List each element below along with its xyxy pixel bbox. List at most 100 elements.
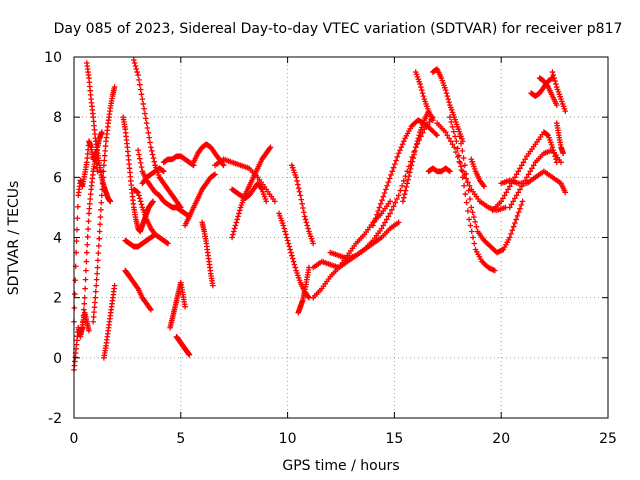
data-point bbox=[549, 69, 556, 75]
y-tick-labels: -2 0 2 4 6 8 10 bbox=[44, 50, 62, 427]
series-arc-37 bbox=[468, 156, 487, 190]
data-point bbox=[444, 132, 451, 139]
data-point bbox=[284, 237, 291, 244]
data-point bbox=[135, 189, 141, 196]
data-point bbox=[529, 165, 535, 172]
data-point bbox=[374, 211, 380, 218]
data-point bbox=[299, 201, 305, 207]
data-point bbox=[141, 105, 147, 112]
data-point bbox=[461, 182, 467, 189]
data-point bbox=[399, 182, 405, 189]
data-point bbox=[527, 168, 534, 175]
data-point bbox=[403, 184, 410, 190]
data-point bbox=[136, 77, 142, 83]
data-point bbox=[131, 57, 137, 63]
data-point bbox=[84, 241, 91, 248]
data-point bbox=[462, 191, 469, 197]
data-point bbox=[397, 187, 404, 194]
data-point bbox=[136, 195, 143, 202]
data-point bbox=[503, 189, 510, 196]
data-point bbox=[452, 133, 458, 140]
data-point bbox=[447, 114, 453, 120]
data-point bbox=[392, 199, 399, 206]
data-point bbox=[375, 208, 381, 214]
data-point bbox=[372, 215, 379, 222]
data-point bbox=[562, 108, 569, 114]
data-point bbox=[92, 288, 99, 295]
data-point bbox=[394, 154, 401, 160]
data-point bbox=[448, 119, 455, 125]
data-point bbox=[131, 60, 138, 66]
data-point bbox=[417, 81, 423, 87]
data-point bbox=[283, 231, 289, 238]
data-point bbox=[94, 264, 101, 271]
data-point bbox=[91, 304, 98, 311]
data-point bbox=[400, 138, 407, 145]
data-point bbox=[513, 216, 519, 223]
data-point bbox=[380, 222, 387, 229]
data-point bbox=[266, 145, 273, 152]
data-point bbox=[398, 144, 405, 151]
data-point bbox=[387, 198, 393, 205]
data-point bbox=[381, 190, 388, 196]
data-point bbox=[562, 189, 569, 196]
data-point bbox=[230, 231, 236, 238]
data-point bbox=[220, 162, 227, 169]
data-point bbox=[510, 223, 517, 230]
series-arc-3 bbox=[77, 129, 105, 337]
data-point bbox=[271, 198, 278, 205]
series-arc-33 bbox=[425, 165, 453, 175]
data-point bbox=[295, 181, 301, 188]
data-point bbox=[289, 252, 295, 259]
data-point bbox=[100, 174, 106, 181]
data-point bbox=[395, 192, 402, 199]
data-point bbox=[93, 282, 100, 289]
data-point bbox=[144, 125, 151, 131]
data-point bbox=[408, 162, 415, 169]
series-arc-44 bbox=[553, 120, 566, 157]
series-arc-19 bbox=[199, 219, 216, 289]
data-point bbox=[305, 225, 311, 232]
data-point bbox=[400, 194, 407, 201]
data-point bbox=[392, 161, 398, 167]
data-point bbox=[514, 213, 521, 219]
data-point bbox=[79, 324, 86, 331]
data-point bbox=[147, 305, 153, 312]
data-point bbox=[446, 135, 452, 142]
data-point bbox=[136, 81, 143, 88]
data-point bbox=[305, 293, 311, 300]
data-point bbox=[297, 192, 304, 199]
data-point bbox=[525, 171, 532, 178]
data-point bbox=[430, 117, 436, 123]
data-point bbox=[136, 155, 143, 162]
y-axis-label: SDTVAR / TECUs bbox=[6, 181, 22, 296]
data-point bbox=[310, 240, 317, 247]
data-point bbox=[280, 222, 287, 229]
data-point bbox=[111, 282, 118, 289]
data-point bbox=[467, 222, 474, 229]
data-point bbox=[463, 170, 469, 177]
data-point bbox=[418, 84, 424, 90]
data-point bbox=[145, 130, 152, 136]
data-point bbox=[99, 180, 106, 187]
data-point bbox=[445, 96, 452, 102]
data-point bbox=[400, 198, 406, 205]
data-point bbox=[96, 228, 103, 235]
y-tick-label: 10 bbox=[44, 50, 62, 66]
series-arc-42 bbox=[536, 75, 560, 108]
y-tick-label: 4 bbox=[53, 231, 62, 247]
data-point bbox=[409, 158, 416, 165]
data-point bbox=[371, 219, 378, 225]
series-arc-34 bbox=[434, 120, 509, 214]
x-tick-label: 10 bbox=[279, 431, 297, 447]
data-point bbox=[86, 327, 92, 334]
data-point bbox=[281, 225, 287, 232]
data-point bbox=[304, 222, 311, 229]
data-point bbox=[292, 264, 299, 271]
data-point bbox=[151, 158, 158, 165]
data-point bbox=[560, 150, 566, 157]
data-point bbox=[99, 186, 105, 193]
data-point bbox=[160, 168, 167, 175]
data-point bbox=[468, 204, 475, 211]
data-point bbox=[97, 221, 103, 228]
